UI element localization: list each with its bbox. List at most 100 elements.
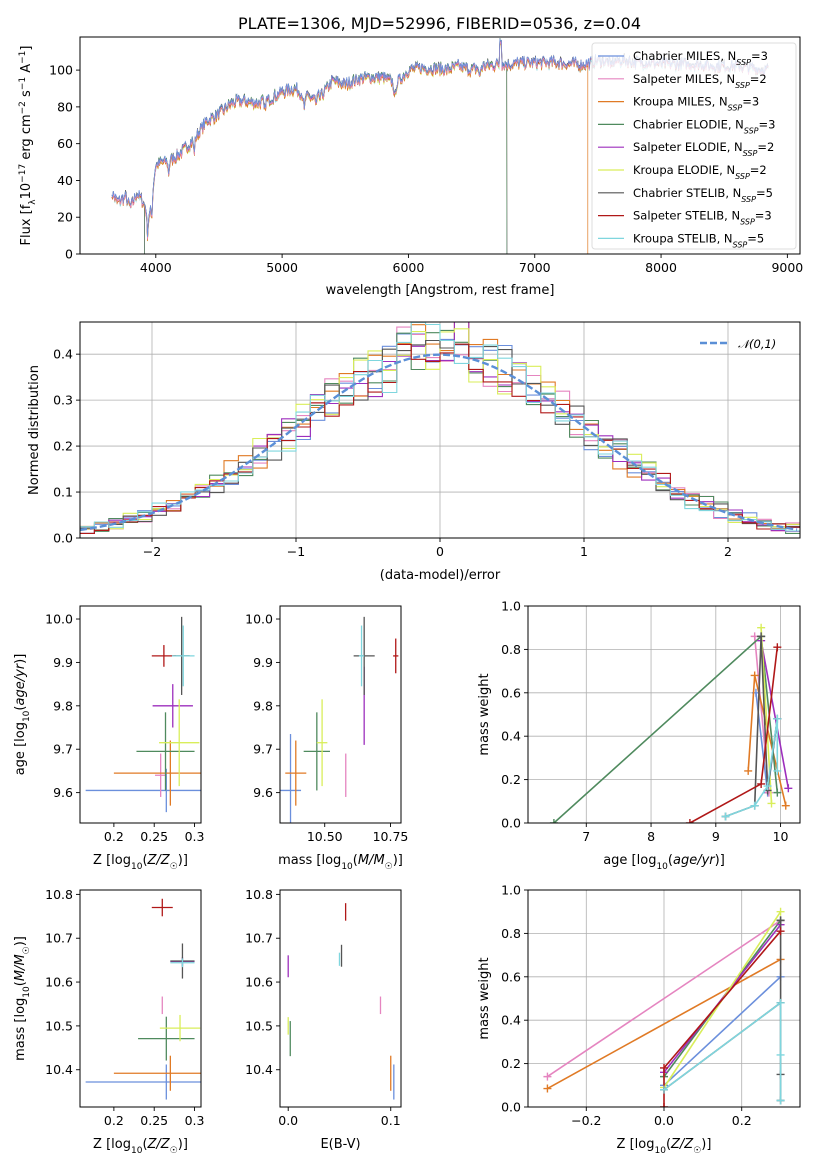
age-vs-Z-x-axis-label: Z [log10(Z/Z☉)] (93, 853, 188, 872)
y-tick-label: 1.0 (501, 883, 521, 898)
age-vs-mass-x-axis-label: mass [log10(M/M☉)] (278, 853, 403, 872)
x-tick-label: 0.3 (185, 1113, 205, 1128)
spectrum-series-line (144, 39, 508, 254)
y-tick-label: 0.4 (53, 347, 73, 362)
label-part: s (19, 90, 34, 101)
legend-text: Kroupa MILES, N (633, 95, 728, 109)
mass-vs-EBV-plot-area (287, 903, 395, 1100)
legend-entry: Salpeter STELIB, NSSP=3 (633, 209, 772, 227)
y-tick-label: 60 (57, 136, 73, 151)
x-tick-label: 10.50 (307, 829, 343, 844)
legend-text: Chabrier STELIB, N (633, 186, 741, 200)
y-tick-label: 0.0 (501, 1100, 521, 1115)
label-part: mass weight (477, 673, 492, 755)
y-tick-label: 0.1 (53, 485, 73, 500)
y-tick-label: 0.0 (53, 531, 73, 546)
legend-entry: Kroupa STELIB, NSSP=5 (633, 231, 764, 249)
legend-entry: Chabrier MILES, NSSP=3 (633, 49, 768, 67)
weight-point-marker (776, 907, 785, 916)
mass-vs-Z-frame (79, 889, 202, 1108)
label-part: A (19, 64, 34, 77)
label-part: mass [log (13, 998, 28, 1061)
label-part: ☉ (385, 862, 393, 872)
y-tick-label: 9.8 (253, 698, 273, 713)
weight-series-line (546, 919, 782, 1078)
spectrum-frame (79, 36, 801, 255)
y-tick-label: 0.4 (501, 1013, 521, 1028)
legend-text: Salpeter ELODIE, N (633, 140, 743, 154)
legend-entry: Chabrier STELIB, NSSP=5 (633, 186, 773, 204)
x-tick-label: 10 (773, 829, 789, 844)
y-tick-label: 10.7 (45, 931, 73, 946)
legend-sub: SSP (741, 194, 756, 203)
label-part: ] (19, 46, 34, 51)
legend-text: =2 (750, 72, 767, 86)
label-part: Z [log (617, 1137, 655, 1152)
label-part: E(B-V) (320, 1137, 360, 1152)
massweight-vs-age-frame (527, 605, 801, 824)
x-tick-label: 0.0 (278, 1113, 298, 1128)
y-tick-label: 10.8 (45, 887, 73, 902)
weight-point-marker (757, 632, 766, 641)
legend-text: Chabrier ELODIE, N (633, 117, 744, 131)
weight-point-marker (744, 766, 753, 775)
x-tick-label: 0.0 (654, 1113, 674, 1128)
residuals-axes: −2 −1 0 1 2 0.0 0.1 0.2 0.3 0.4 (data-model)/error… (27, 321, 801, 583)
label-part: )] (13, 654, 28, 664)
y-tick-label: 10.4 (45, 1062, 73, 1077)
x-tick-label: 0 (436, 544, 444, 559)
label-part: age [log (603, 853, 656, 868)
legend-text: =2 (757, 140, 774, 154)
massweight-vs-Z-plot-area (528, 890, 800, 1107)
label-part: wavelength [Angstrom, rest frame] (326, 283, 555, 298)
age-vs-mass-frame (279, 605, 402, 824)
weight-point-marker (543, 1072, 552, 1081)
y-tick-label: 10.8 (245, 887, 273, 902)
weight-point-marker (543, 1084, 552, 1093)
label-part: ☉ (693, 1146, 701, 1156)
y-tick-label: 40 (57, 173, 73, 188)
legend-text: =5 (747, 231, 764, 245)
massweight-vs-Z-y-axis-label: mass weight (477, 957, 492, 1039)
weight-point-marker (685, 819, 694, 823)
y-tick-label: 20 (57, 210, 73, 225)
label-part: ( (668, 853, 673, 868)
normal-reference-curve (80, 353, 798, 532)
legend-text: =3 (742, 95, 759, 109)
label-part: )] (13, 936, 28, 946)
label-part: Z [log (93, 1137, 131, 1152)
legend-entry: Kroupa ELODIE, NSSP=2 (633, 163, 767, 181)
y-tick-label: 0.0 (501, 816, 521, 831)
massweight-vs-Z-axes: −0.2 0.0 0.2 0.0 0.2 0.4 0.6 0.8 1.0 Z [log10(Z/Z… (477, 883, 801, 1156)
y-tick-label: 10.6 (245, 975, 273, 990)
y-tick-label: 10.4 (245, 1062, 273, 1077)
y-tick-label: 0.8 (501, 642, 521, 657)
legend-frame (591, 42, 797, 250)
legend-text: =3 (759, 117, 776, 131)
mass-vs-EBV-frame (279, 889, 402, 1108)
x-tick-label: −1 (287, 544, 305, 559)
y-tick-label: 9.8 (53, 698, 73, 713)
label-part: −2 (18, 101, 28, 114)
y-tick-label: 9.7 (53, 742, 73, 757)
y-tick-label: 0 (65, 247, 73, 262)
weight-point-marker (757, 623, 766, 632)
massweight-vs-age-x-axis-label: age [log10(age/yr)] (603, 853, 725, 872)
histogram-step-line (80, 322, 800, 532)
label-part: 10 (22, 986, 32, 998)
x-tick-label: 0.3 (185, 829, 205, 844)
label-part: )] (715, 853, 725, 868)
legend-text: =2 (750, 163, 767, 177)
y-tick-label: 10.0 (245, 612, 273, 627)
y-tick-label: 9.6 (53, 785, 73, 800)
spectrum-axes: 4000 5000 6000 7000 8000 9000 0 20 40 60 80 100 wave… (18, 36, 803, 298)
spectrum-series-line (144, 40, 508, 254)
y-tick-label: 0.6 (501, 685, 521, 700)
y-tick-label: 9.9 (53, 655, 73, 670)
label-part: (data-model)/error (380, 568, 501, 583)
weight-point-marker (763, 782, 772, 791)
weight-point-marker (776, 927, 785, 936)
massweight-vs-Z-x-axis-label: Z [log10(Z/Z☉)] (617, 1137, 712, 1156)
y-tick-label: 80 (57, 99, 73, 114)
weight-point-marker (776, 1096, 785, 1105)
